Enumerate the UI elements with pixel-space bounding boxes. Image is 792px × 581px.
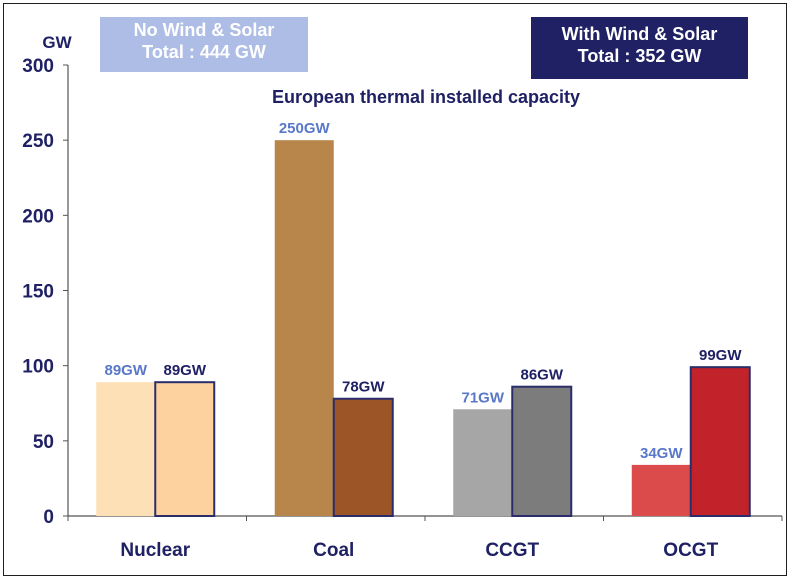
bar: [511, 385, 573, 518]
y-axis-label: GW: [42, 33, 72, 52]
data-label: 99GW: [699, 347, 742, 364]
data-label: 89GW: [104, 362, 147, 379]
legend-total: Total : 444 GW: [142, 42, 266, 62]
x-tick-label: Coal: [313, 540, 354, 561]
bar: [332, 397, 394, 517]
data-label: 86GW: [520, 367, 563, 384]
x-tick-label: CCGT: [485, 540, 539, 561]
data-label: 71GW: [461, 389, 504, 406]
y-tick-label: 50: [33, 432, 54, 453]
chart-title: European thermal installed capacity: [272, 87, 580, 107]
data-label: 89GW: [163, 362, 206, 379]
bar: [274, 140, 334, 516]
data-label: 34GW: [640, 445, 683, 462]
y-tick-label: 150: [22, 282, 54, 303]
legend-with-wind-solar: With Wind & Solar Total : 352 GW: [531, 17, 748, 79]
y-tick-label: 200: [22, 206, 54, 227]
legend-total: Total : 352 GW: [577, 46, 702, 66]
bar: [631, 464, 691, 516]
bars: 89GW 89GW 250GW 78GW 71GW 86GW 34GW 99GW: [96, 120, 751, 518]
bar: [154, 381, 216, 517]
data-label: 78GW: [342, 379, 385, 396]
legend-series-name: With Wind & Solar: [561, 24, 718, 44]
legend-series-name: No Wind & Solar: [133, 20, 275, 40]
bar: [96, 382, 156, 516]
legend-no-wind-solar: No Wind & Solar Total : 444 GW: [100, 17, 308, 72]
y-tick-label: 0: [43, 507, 54, 528]
x-tick-label: OCGT: [663, 540, 718, 561]
x-tick-label: Nuclear: [120, 540, 190, 561]
y-tick-label: 100: [22, 357, 54, 378]
y-tick-label: 300: [22, 56, 54, 77]
data-label: 250GW: [279, 120, 331, 137]
y-tick-label: 250: [22, 131, 54, 152]
bar: [453, 409, 513, 516]
bar: [689, 366, 751, 518]
